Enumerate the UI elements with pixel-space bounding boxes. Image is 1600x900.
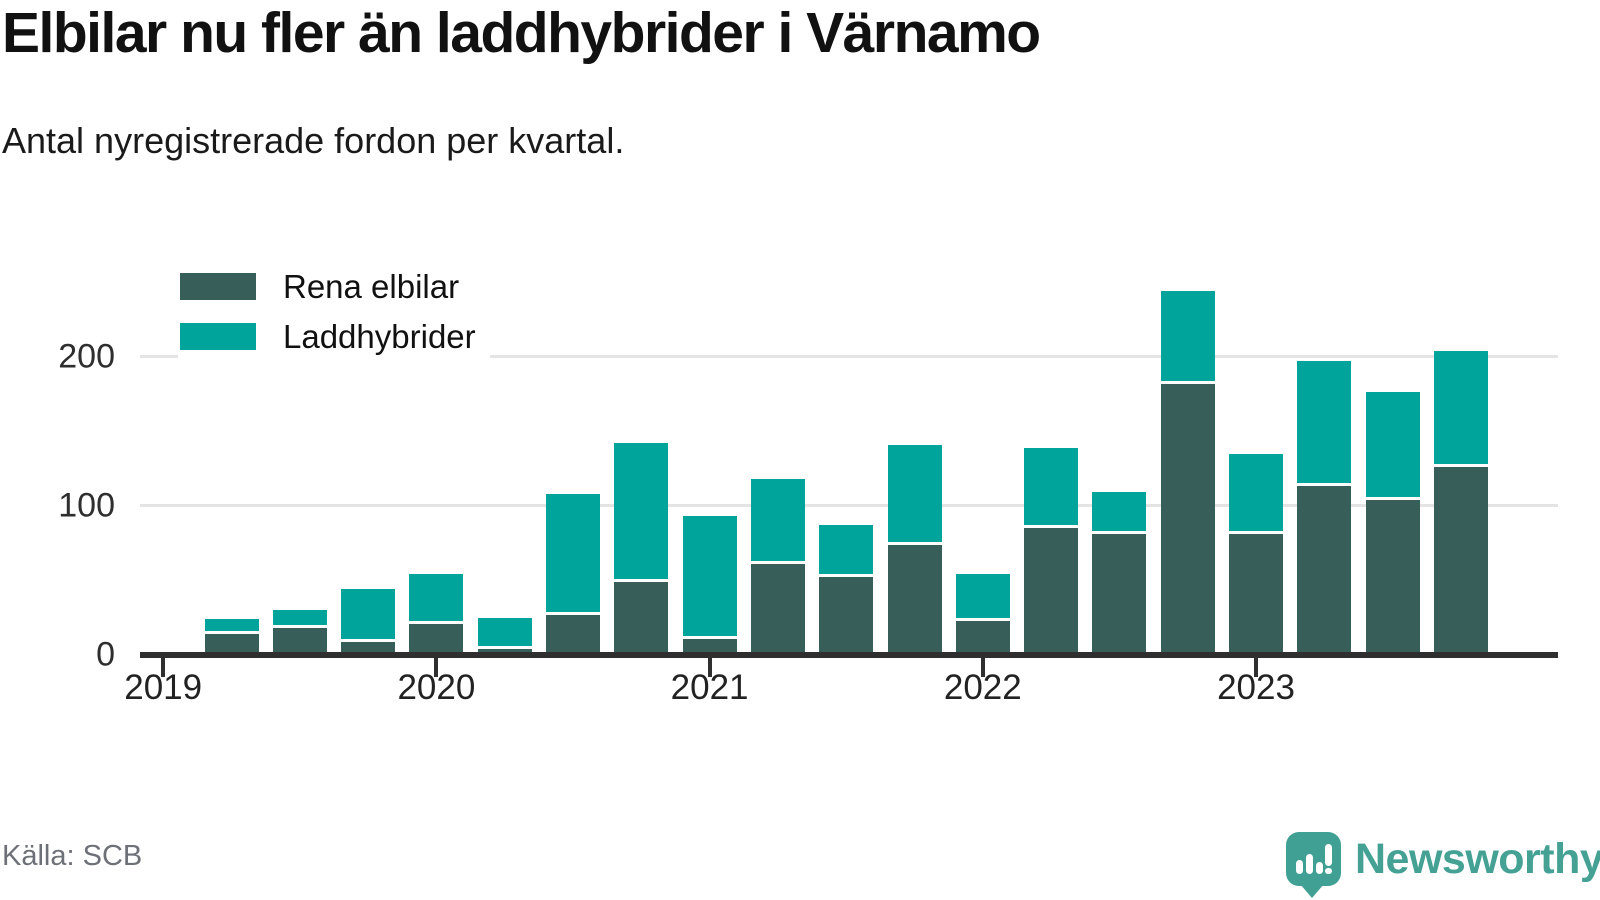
bar-2019-q3-laddhybrider	[341, 589, 396, 639]
bar-2022-q4-rena-elbilar	[1229, 534, 1283, 653]
legend-swatch-dark	[180, 273, 256, 300]
x-tick-label-2020: 2020	[397, 668, 476, 707]
bar-2020-q2-rena-elbilar	[546, 614, 600, 653]
bar-2022-q1-laddhybrider	[1024, 447, 1079, 526]
legend-swatch-teal	[180, 323, 256, 350]
bar-2019-q4-laddhybrider	[409, 574, 464, 621]
y-tick-label-0: 0	[96, 635, 115, 674]
bar-2023-q3-laddhybrider	[1433, 350, 1488, 465]
bar-2021-q2-rena-elbilar	[819, 577, 874, 653]
bar-2022-q1-rena-elbilar	[1024, 528, 1079, 653]
bar-2021-q2-laddhybrider	[819, 525, 874, 575]
x-axis-line	[140, 652, 1558, 658]
chart-subtitle: Antal nyregistrerade fordon per kvartal.	[2, 120, 625, 161]
x-tick-2021	[707, 658, 712, 677]
y-tick-label-200: 200	[58, 337, 115, 376]
bar-2019-q2-laddhybrider	[272, 610, 327, 626]
gridline-100	[140, 504, 1558, 508]
bar-2020-q3-laddhybrider	[614, 443, 669, 579]
bar-2020-q3-rena-elbilar	[614, 581, 669, 653]
brand-name: Newsworthy	[1355, 834, 1600, 883]
x-tick-2020	[434, 658, 439, 677]
bar-2019-q1-rena-elbilar	[204, 634, 259, 653]
bar-2020-q2-laddhybrider	[546, 493, 600, 612]
bar-2020-q4-laddhybrider	[682, 516, 737, 636]
bar-2021-q1-laddhybrider	[750, 479, 805, 562]
bar-2023-q2-laddhybrider	[1365, 392, 1420, 497]
bar-2022-q4-laddhybrider	[1229, 453, 1283, 532]
x-tick-label-2021: 2021	[670, 668, 749, 707]
bar-2021-q3-laddhybrider	[887, 444, 942, 542]
bar-2022-q2-laddhybrider	[1092, 492, 1147, 532]
bar-2019-q1-laddhybrider	[204, 619, 259, 632]
legend-label: Laddhybrider	[283, 318, 476, 355]
bar-2023-q1-rena-elbilar	[1297, 486, 1352, 653]
bar-2020-q4-rena-elbilar	[682, 638, 737, 653]
bar-2019-q3-rena-elbilar	[341, 641, 396, 653]
x-tick-label-2023: 2023	[1217, 668, 1295, 707]
bar-2020-q1-rena-elbilar	[477, 649, 532, 653]
bar-2022-q2-rena-elbilar	[1092, 534, 1147, 653]
y-tick-label-100: 100	[58, 486, 115, 525]
bar-2019-q4-rena-elbilar	[409, 623, 464, 653]
bar-2021-q4-laddhybrider	[955, 574, 1010, 618]
x-tick-2023	[1254, 658, 1258, 677]
x-tick-label-2019: 2019	[124, 668, 203, 707]
gridline-200	[140, 355, 1558, 359]
bar-2021-q4-rena-elbilar	[955, 620, 1010, 653]
bar-2019-q2-rena-elbilar	[272, 628, 327, 653]
bar-2023-q2-rena-elbilar	[1365, 499, 1420, 653]
x-tick-label-2022: 2022	[943, 668, 1022, 707]
bar-2021-q3-rena-elbilar	[887, 544, 942, 653]
legend-item-laddhybrider: Laddhybrider	[180, 320, 476, 353]
bar-2022-q3-rena-elbilar	[1160, 383, 1215, 653]
chart-legend: Rena elbilar Laddhybrider	[178, 268, 490, 359]
newsworthy-logo: Newsworthy	[1286, 832, 1600, 898]
chart-title: Elbilar nu fler än laddhybrider i Värnam…	[2, 1, 1041, 65]
legend-item-rena-elbilar: Rena elbilar	[180, 270, 476, 303]
newsworthy-bubble-chart-icon	[1286, 832, 1341, 898]
bar-2021-q1-rena-elbilar	[750, 564, 805, 653]
bar-2023-q1-laddhybrider	[1297, 361, 1352, 484]
bar-2023-q3-rena-elbilar	[1433, 467, 1488, 653]
x-tick-2019	[161, 658, 166, 677]
legend-label: Rena elbilar	[283, 268, 460, 305]
x-tick-2022	[980, 658, 985, 677]
bar-2022-q3-laddhybrider	[1160, 291, 1215, 381]
source-note: Källa: SCB	[2, 840, 143, 872]
bar-2020-q1-laddhybrider	[477, 617, 532, 647]
